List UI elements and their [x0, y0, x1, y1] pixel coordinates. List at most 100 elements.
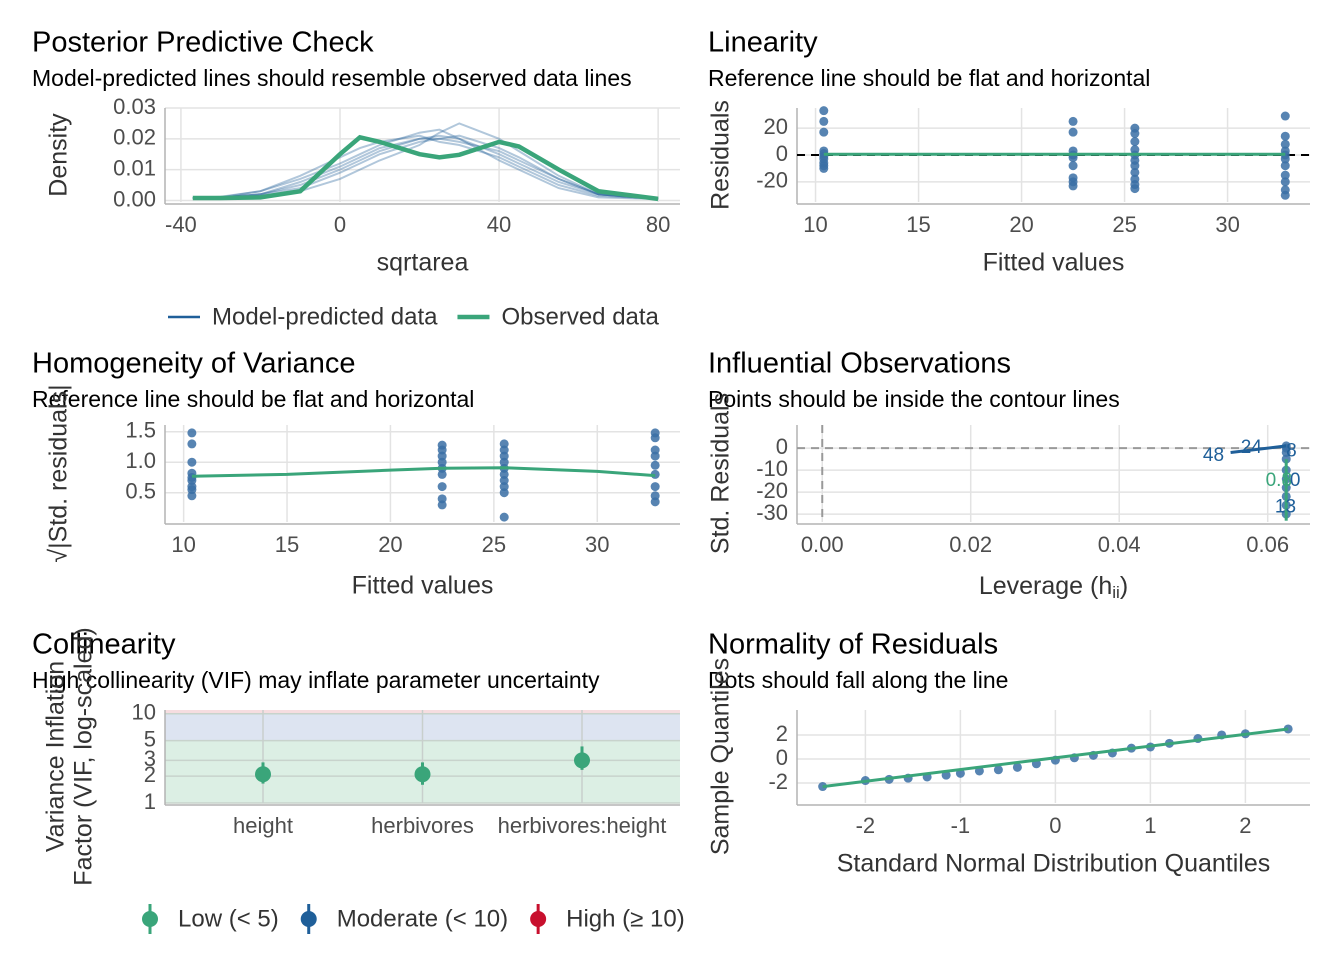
panel-subtitle: Dots should fall along the line — [708, 667, 1008, 693]
x-tick-label: 1 — [1144, 813, 1156, 838]
x-tick-label: 80 — [646, 212, 670, 237]
point — [1280, 177, 1290, 187]
point — [1280, 111, 1290, 121]
point — [1068, 161, 1078, 171]
x-axis-title-part: ) — [1120, 572, 1128, 600]
point — [993, 765, 1003, 775]
x-axis-title-part: Leverage (h — [979, 572, 1112, 600]
x-tick-label: -1 — [951, 813, 971, 838]
x-tick-label: 20 — [378, 532, 402, 557]
panel-title: Posterior Predictive Check — [32, 27, 374, 59]
point — [574, 752, 590, 769]
y-tick-label: 20 — [764, 114, 788, 139]
panel-subtitle: Model-predicted lines should resemble ob… — [32, 65, 632, 91]
point — [1068, 116, 1078, 126]
x-axis-title: Standard Normal Distribution Quantiles — [837, 850, 1271, 878]
legend-swatch — [142, 911, 158, 927]
x-axis-title: sqrtarea — [377, 249, 469, 277]
x-tick-label: 10 — [803, 212, 827, 237]
point-label: 0 — [1290, 470, 1301, 491]
point — [1130, 129, 1140, 139]
x-tick-label: 30 — [585, 532, 609, 557]
x-tick-label: 0 — [334, 212, 346, 237]
point — [1130, 167, 1140, 177]
panel-subtitle: High collinearity (VIF) may inflate para… — [32, 667, 600, 693]
x-tick-label: -2 — [856, 813, 876, 838]
point — [1280, 170, 1290, 180]
panel-subtitle: Reference line should be flat and horizo… — [32, 386, 474, 412]
legend-label: Moderate (< 10) — [337, 905, 508, 932]
point — [187, 491, 197, 501]
x-tick-label: -40 — [165, 212, 197, 237]
point — [819, 163, 829, 173]
point — [1130, 161, 1140, 171]
legend-label: Model-predicted data — [212, 303, 438, 330]
panel-title: Linearity — [708, 27, 818, 59]
y-axis-title: Sample Quantiles — [707, 658, 735, 855]
point — [437, 500, 447, 510]
y-tick-label: 2 — [144, 762, 156, 787]
y-tick-label: 0.03 — [113, 94, 156, 119]
point — [187, 457, 197, 467]
point — [499, 512, 509, 522]
point — [414, 766, 431, 783]
y-tick-label: 0 — [776, 434, 788, 459]
draw-line — [192, 137, 659, 200]
x-tick-label: 25 — [1112, 212, 1136, 237]
y-axis-title: Factor (VIF, log-scaled) — [70, 627, 98, 885]
x-tick-label: 15 — [275, 532, 299, 557]
draw-line — [192, 134, 659, 200]
point — [650, 482, 660, 492]
point — [1281, 447, 1291, 457]
point — [1130, 184, 1140, 194]
y-tick-label: -20 — [756, 478, 788, 503]
point-label: 24 — [1241, 437, 1263, 458]
y-tick-label: 10 — [132, 700, 156, 725]
draw-line — [192, 128, 659, 200]
right-column: Linearity Reference line should be flat a… — [707, 27, 1310, 878]
y-tick-label: 0.01 — [113, 155, 156, 180]
point — [187, 428, 197, 438]
y-tick-label: 0.00 — [113, 186, 156, 211]
point — [1280, 161, 1290, 171]
point — [819, 106, 829, 116]
point — [1068, 127, 1078, 137]
point — [819, 127, 829, 137]
x-tick-label: herbivores — [371, 813, 474, 838]
y-tick-label: 0 — [776, 745, 788, 770]
y-tick-label: 0 — [776, 141, 788, 166]
y-tick-label: 1.0 — [125, 448, 156, 473]
fit-line — [191, 466, 656, 478]
y-tick-label: 1 — [144, 789, 156, 814]
x-tick-label: 25 — [482, 532, 506, 557]
x-axis-title-part: ii — [1112, 583, 1120, 602]
point-label: 8 — [1286, 440, 1297, 461]
draw-line — [192, 134, 659, 200]
x-tick-label: 30 — [1215, 212, 1239, 237]
point — [499, 488, 509, 498]
x-axis-title: Fitted values — [983, 249, 1125, 277]
point — [650, 451, 660, 461]
panel-title: Homogeneity of Variance — [32, 348, 355, 380]
x-tick-label: 0.02 — [949, 532, 992, 557]
y-tick-label: 2 — [776, 721, 788, 746]
x-tick-label: 20 — [1009, 212, 1033, 237]
point — [819, 116, 829, 126]
fit-line — [822, 727, 1289, 789]
point — [1280, 131, 1290, 141]
panel-subtitle: Reference line should be flat and horizo… — [708, 65, 1150, 91]
legend-label: High (≥ 10) — [566, 905, 685, 932]
left-column: Posterior Predictive Check Model-predicte… — [32, 27, 685, 934]
x-tick-label: 10 — [171, 532, 195, 557]
y-tick-label: 3 — [144, 746, 156, 771]
panel-subtitle: Points should be inside the contour line… — [708, 386, 1120, 412]
x-tick-label: 0.04 — [1098, 532, 1141, 557]
legend-swatch — [530, 911, 547, 927]
x-axis-title: Fitted values — [352, 572, 494, 600]
x-tick-label: 0.06 — [1246, 532, 1289, 557]
y-tick-label: 5 — [144, 726, 156, 751]
point-label: 0.8 — [1266, 470, 1292, 491]
x-tick-label: 15 — [906, 212, 930, 237]
point — [255, 766, 271, 783]
